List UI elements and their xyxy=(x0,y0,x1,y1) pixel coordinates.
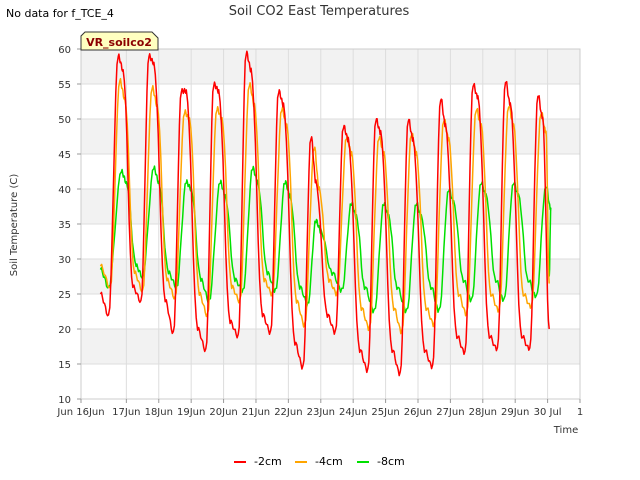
x-tick-label: Jun 16Jun xyxy=(56,407,104,418)
legend: -2cm -4cm -8cm xyxy=(234,455,405,468)
x-axis: Jun 16Jun 17Jun 18Jun 19Jun 20Jun 21Jun 22Jun 2… xyxy=(56,399,583,418)
background-band xyxy=(81,154,580,189)
background-band xyxy=(81,119,580,154)
y-axis-title: Soil Temperature (C) xyxy=(9,174,20,277)
background-band xyxy=(81,84,580,119)
annotation-badge-shape xyxy=(80,31,159,51)
x-tick-label: 28Jun xyxy=(469,407,497,418)
x-axis-title: Time xyxy=(553,425,578,436)
x-tick-label: 27Jun xyxy=(436,407,464,418)
legend-item: -8cm xyxy=(357,455,405,468)
x-tick-label: 30 Jul xyxy=(534,407,562,418)
grid-lines xyxy=(80,48,581,400)
background-band xyxy=(81,224,580,259)
x-tick-label: 20Jun xyxy=(209,407,237,418)
y-tick-label: 20 xyxy=(58,325,71,336)
x-tick-label: 24Jun xyxy=(339,407,367,418)
y-tick-label: 10 xyxy=(58,395,71,406)
no-data-note: No data for f_TCE_4 xyxy=(6,7,114,20)
x-tick-label: 25Jun xyxy=(371,407,399,418)
y-tick-label: 40 xyxy=(58,185,71,196)
annotation-badge: VR_soilco2 xyxy=(80,31,159,51)
background-band xyxy=(81,364,580,399)
x-tick-label: 29Jun xyxy=(501,407,529,418)
series-line-2cmcm xyxy=(99,50,550,377)
legend-item: -4cm xyxy=(295,455,343,468)
x-tick-label: 17Jun xyxy=(112,407,140,418)
x-tick-label: 1 xyxy=(577,407,583,418)
x-tick-label: 23Jun xyxy=(307,407,335,418)
series-layer xyxy=(99,50,552,377)
y-tick-label: 60 xyxy=(58,45,71,56)
y-tick-label: 55 xyxy=(58,80,71,91)
y-tick-label: 50 xyxy=(58,115,71,126)
x-tick-label: 22Jun xyxy=(274,407,302,418)
y-axis: 10 15 20 25 30 35 40 45 50 55 60 xyxy=(58,45,81,406)
y-tick-label: 45 xyxy=(58,150,71,161)
background-band xyxy=(81,259,580,294)
chart-title: Soil CO2 East Temperatures xyxy=(229,4,410,19)
series-line-8cmcm xyxy=(99,165,552,314)
x-tick-label: 21Jun xyxy=(242,407,270,418)
x-tick-label: 18Jun xyxy=(145,407,173,418)
x-tick-label: 19Jun xyxy=(177,407,205,418)
x-tick-label: 26Jun xyxy=(404,407,432,418)
background-band xyxy=(81,189,580,224)
legend-item: -2cm xyxy=(234,455,282,468)
y-tick-label: 30 xyxy=(58,255,71,266)
y-tick-label: 15 xyxy=(58,360,71,371)
legend-label: -4cm xyxy=(315,455,343,468)
legend-label: -8cm xyxy=(377,455,405,468)
y-tick-label: 25 xyxy=(58,290,71,301)
background-band xyxy=(81,329,580,364)
y-tick-label: 35 xyxy=(58,220,71,231)
background-band xyxy=(81,49,580,84)
annotation-label: VR_soilco2 xyxy=(86,36,152,49)
legend-label: -2cm xyxy=(254,455,282,468)
